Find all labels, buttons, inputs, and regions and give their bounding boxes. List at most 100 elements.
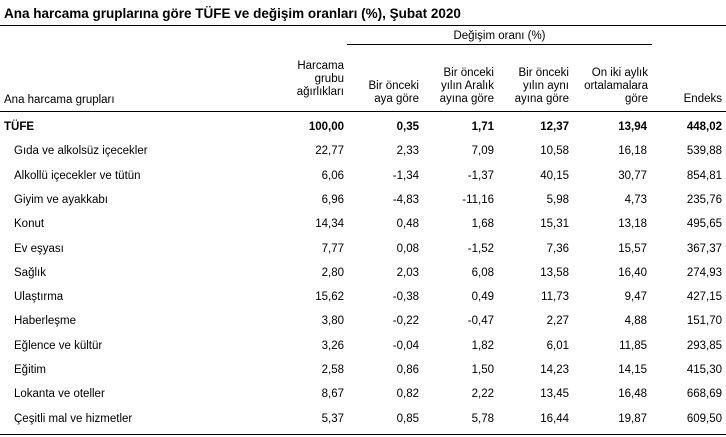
cell-monthly: -1,34 bbox=[392, 169, 419, 182]
cell-ytd: 1,50 bbox=[471, 364, 494, 376]
table-row: Eğitim 2,58 0,86 1,50 14,23 14,15 415,30 bbox=[0, 364, 726, 388]
table-row-total: TÜFE 100,00 0,35 1,71 12,37 13,94 448,02 bbox=[0, 121, 726, 145]
cell-weight: 8,67 bbox=[321, 388, 344, 401]
table-row: Sağlık 2,80 2,03 6,08 13,58 16,40 274,93 bbox=[0, 267, 726, 291]
cell-avg12: 16,40 bbox=[618, 266, 647, 279]
header-yoy: Bir önceki yılın aynı ayına göre bbox=[514, 67, 569, 105]
row-label: Ev eşyası bbox=[14, 242, 64, 255]
cell-index: 495,65 bbox=[686, 218, 722, 231]
cell-avg12: 4,88 bbox=[624, 315, 647, 328]
cell-index: 854,81 bbox=[686, 169, 722, 182]
cell-ytd: 1,82 bbox=[471, 339, 494, 352]
cell-yoy: 13,58 bbox=[540, 266, 569, 279]
cell-monthly: -0,22 bbox=[392, 315, 419, 328]
header-index: Endeks bbox=[683, 93, 722, 105]
cell-ytd: 6,08 bbox=[471, 266, 494, 279]
cell-monthly: -0,04 bbox=[392, 339, 419, 352]
cell-ytd: -11,16 bbox=[462, 193, 494, 206]
cell-avg12: 4,73 bbox=[624, 193, 647, 206]
cell-ytd: 1,68 bbox=[471, 218, 494, 231]
cell-monthly: 0,08 bbox=[396, 242, 419, 255]
cell-monthly: 0,86 bbox=[396, 364, 419, 376]
cell-avg12: 13,18 bbox=[618, 218, 647, 231]
cell-ytd: -1,52 bbox=[467, 242, 494, 255]
header-monthly: Bir önceki aya göre bbox=[368, 80, 420, 105]
cell-avg12: 30,77 bbox=[618, 169, 647, 182]
table-row: Gıda ve alkolsüz içecekler 22,77 2,33 7,09 1… bbox=[0, 145, 726, 169]
cell-ytd: -1,37 bbox=[467, 169, 494, 182]
cell-avg12: 13,94 bbox=[618, 121, 647, 133]
cell-yoy: 5,98 bbox=[546, 193, 569, 206]
cell-index: 668,69 bbox=[686, 388, 722, 401]
cell-yoy: 16,44 bbox=[540, 412, 569, 425]
header-weight: Harcama grubu ağırlıkları bbox=[296, 60, 344, 98]
cell-monthly: 0,85 bbox=[396, 412, 419, 425]
cell-weight: 6,06 bbox=[321, 169, 344, 182]
cell-index: 448,02 bbox=[686, 121, 722, 133]
row-label: Giyim ve ayakkabı bbox=[14, 193, 108, 206]
cell-weight: 15,62 bbox=[315, 291, 344, 304]
cell-weight: 2,58 bbox=[321, 364, 344, 376]
cell-ytd: 0,49 bbox=[471, 291, 494, 304]
row-label: Haberleşme bbox=[14, 315, 76, 328]
cell-ytd: 1,71 bbox=[471, 121, 494, 133]
table-row: Konut 14,34 0,48 1,68 15,31 13,18 495,65 bbox=[0, 218, 726, 242]
row-label: Eğitim bbox=[14, 364, 46, 376]
cell-index: 415,30 bbox=[686, 364, 722, 376]
cell-monthly: 0,82 bbox=[396, 388, 419, 401]
cell-ytd: -0,47 bbox=[467, 315, 494, 328]
cell-ytd: 2,22 bbox=[471, 388, 494, 401]
cell-weight: 2,80 bbox=[321, 266, 344, 279]
row-label: TÜFE bbox=[4, 121, 35, 133]
cell-index: 235,76 bbox=[686, 193, 722, 206]
cell-monthly: 2,03 bbox=[396, 266, 419, 279]
cell-yoy: 6,01 bbox=[546, 339, 569, 352]
cell-index: 609,50 bbox=[686, 412, 722, 425]
cell-avg12: 9,47 bbox=[624, 291, 647, 304]
cell-weight: 14,34 bbox=[315, 218, 344, 231]
table-row: Ev eşyası 7,77 0,08 -1,52 7,36 15,57 367,37 bbox=[0, 243, 726, 267]
change-group-rule bbox=[347, 44, 652, 45]
cell-yoy: 15,31 bbox=[540, 218, 569, 231]
change-group-label: Değişim oranı (%) bbox=[453, 30, 546, 42]
cell-index: 367,37 bbox=[686, 242, 722, 255]
cell-monthly: 0,48 bbox=[396, 218, 419, 231]
cell-ytd: 5,78 bbox=[471, 412, 494, 425]
cell-avg12: 19,87 bbox=[618, 412, 647, 425]
cell-index: 539,88 bbox=[686, 145, 722, 158]
cell-index: 274,93 bbox=[686, 266, 722, 279]
cell-weight: 7,77 bbox=[321, 242, 344, 255]
header-avg12: On iki aylık ortalamalara göre bbox=[584, 67, 648, 105]
cell-yoy: 40,15 bbox=[540, 169, 569, 182]
row-label: Ulaştırma bbox=[14, 291, 64, 304]
cell-weight: 22,77 bbox=[315, 145, 344, 158]
header-ytd: Bir önceki yılın Aralık ayına göre bbox=[439, 67, 494, 105]
top-rule bbox=[0, 25, 726, 26]
cell-weight: 100,00 bbox=[308, 121, 344, 133]
cell-avg12: 14,15 bbox=[618, 364, 647, 376]
row-label: Çeşitli mal ve hizmetler bbox=[14, 412, 133, 425]
table-row: Alkollü içecekler ve tütün 6,06 -1,34 -1,37… bbox=[0, 170, 726, 194]
cell-avg12: 16,18 bbox=[618, 145, 647, 158]
bottom-rule bbox=[0, 434, 726, 435]
cell-monthly: 0,35 bbox=[396, 121, 419, 133]
cell-weight: 3,26 bbox=[321, 339, 344, 352]
table-row: Haberleşme 3,80 -0,22 -0,47 2,27 4,88 151,70 bbox=[0, 315, 726, 339]
cell-monthly: -4,83 bbox=[392, 193, 419, 206]
cell-index: 293,85 bbox=[686, 339, 722, 352]
row-label: Eğlence ve kültür bbox=[14, 339, 103, 352]
cell-index: 427,15 bbox=[686, 291, 722, 304]
table-row: Lokanta ve oteller 8,67 0,82 2,22 13,45 16,48… bbox=[0, 388, 726, 412]
cell-avg12: 16,48 bbox=[618, 388, 647, 401]
cell-avg12: 15,57 bbox=[618, 242, 647, 255]
cell-yoy: 10,58 bbox=[540, 145, 569, 158]
cell-yoy: 13,45 bbox=[540, 388, 569, 401]
cell-index: 151,70 bbox=[686, 315, 722, 328]
cell-yoy: 11,73 bbox=[541, 291, 569, 304]
row-label: Sağlık bbox=[14, 266, 46, 279]
row-label: Alkollü içecekler ve tütün bbox=[14, 169, 141, 182]
cell-ytd: 7,09 bbox=[471, 145, 494, 158]
row-label: Gıda ve alkolsüz içecekler bbox=[14, 145, 148, 158]
table-row: Çeşitli mal ve hizmetler 5,37 0,85 5,78 16,4… bbox=[0, 413, 726, 437]
row-label: Lokanta ve oteller bbox=[14, 388, 105, 401]
